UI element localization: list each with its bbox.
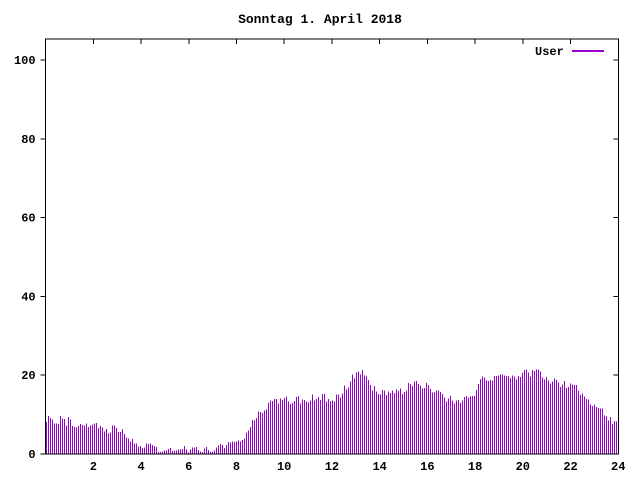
svg-text:2: 2: [90, 460, 97, 474]
svg-text:20: 20: [516, 460, 530, 474]
svg-text:24: 24: [611, 460, 625, 474]
svg-text:8: 8: [233, 460, 240, 474]
svg-text:20: 20: [21, 369, 35, 383]
svg-text:4: 4: [137, 460, 144, 474]
svg-text:40: 40: [21, 290, 35, 304]
svg-text:80: 80: [21, 133, 35, 147]
svg-text:18: 18: [468, 460, 482, 474]
svg-text:10: 10: [277, 460, 291, 474]
svg-text:14: 14: [372, 460, 386, 474]
svg-text:22: 22: [563, 460, 577, 474]
svg-text:User: User: [535, 45, 564, 59]
svg-text:6: 6: [185, 460, 192, 474]
svg-text:0: 0: [28, 448, 35, 462]
svg-text:16: 16: [420, 460, 434, 474]
svg-text:12: 12: [325, 460, 339, 474]
svg-text:100: 100: [14, 54, 36, 68]
svg-text:60: 60: [21, 212, 35, 226]
